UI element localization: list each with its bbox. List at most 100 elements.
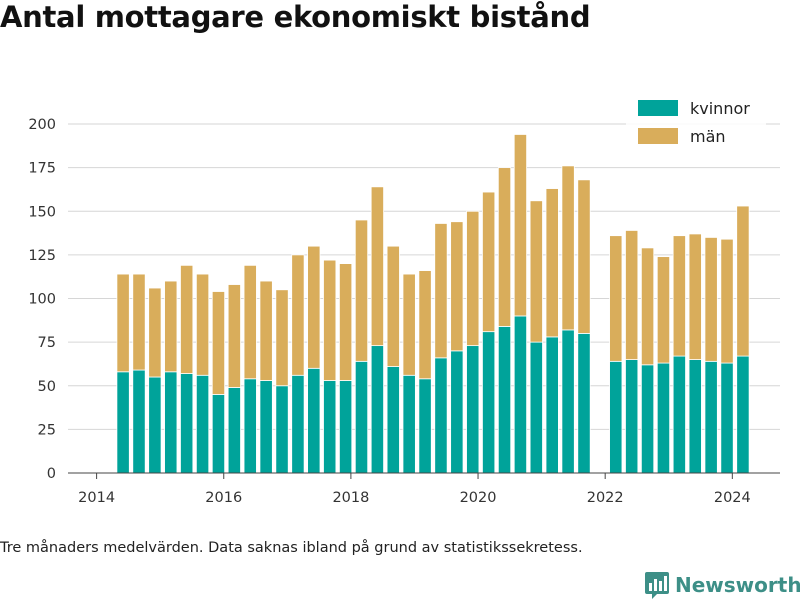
bar-män: [338, 263, 353, 381]
bar-kvinnor: [370, 345, 384, 474]
bar-män: [259, 280, 273, 381]
bar-män: [736, 205, 750, 357]
bar-kvinnor: [529, 341, 543, 474]
bar-män: [116, 273, 130, 373]
bar-män: [656, 256, 671, 364]
bar-män: [704, 237, 718, 362]
bar-män: [434, 223, 448, 359]
bar-kvinnor: [513, 315, 528, 474]
y-tick-label: 175: [28, 161, 56, 177]
bar-män: [672, 235, 686, 357]
footnote: Tre månaders medelvärden. Data saknas ib…: [0, 540, 583, 556]
y-tick-label: 50: [38, 379, 56, 395]
bar-män: [720, 238, 734, 364]
x-tick-label: 2014: [78, 490, 115, 506]
bar-kvinnor: [132, 369, 146, 474]
y-tick-label: 0: [47, 466, 56, 482]
bar-kvinnor: [545, 336, 559, 474]
bar-män: [291, 254, 305, 376]
bar-män: [513, 134, 528, 317]
bar-män: [370, 186, 384, 347]
bar-män: [466, 210, 480, 347]
bar-kvinnor: [688, 359, 702, 474]
y-axis: 0 25 50 75 100 125 150 175 200: [28, 117, 56, 482]
chart-title: Antal mottagare ekonomiskt bistånd: [0, 0, 591, 34]
legend-label-kvinnor: kvinnor: [690, 99, 750, 118]
bar-kvinnor: [291, 374, 305, 474]
bar-män: [561, 165, 575, 331]
bar-män: [640, 247, 655, 366]
y-tick-label: 100: [28, 292, 56, 308]
bar-kvinnor: [386, 366, 400, 474]
bar-män: [180, 264, 194, 374]
bar-män: [243, 264, 257, 380]
bar-kvinnor: [609, 360, 623, 474]
bar-kvinnor: [640, 364, 655, 474]
bar-kvinnor: [482, 331, 496, 474]
bar-män: [323, 259, 337, 381]
bar-män: [307, 245, 321, 369]
bar-män: [688, 233, 702, 360]
bar-män: [195, 273, 210, 376]
bar-kvinnor: [323, 380, 337, 474]
bar-kvinnor: [736, 355, 750, 474]
bar-män: [529, 200, 543, 343]
bar-män: [418, 270, 432, 380]
bar-kvinnor: [259, 380, 273, 474]
y-tick-label: 125: [28, 248, 56, 264]
bars: [116, 134, 750, 474]
bar-kvinnor: [275, 385, 289, 474]
x-tick-label: 2018: [332, 490, 369, 506]
brand-logo[interactable]: Newsworthy: [644, 570, 800, 600]
x-axis: 2014 2016 2018 2020 2022 2024: [68, 472, 780, 506]
bar-kvinnor: [195, 374, 210, 474]
bar-kvinnor: [625, 359, 639, 474]
y-tick-label: 200: [28, 117, 56, 133]
bar-kvinnor: [227, 387, 241, 474]
bar-kvinnor: [354, 360, 369, 474]
bar-män: [227, 284, 241, 388]
bar-kvinnor: [561, 329, 575, 474]
bar-män: [450, 221, 464, 352]
legend-label-män: män: [690, 127, 726, 146]
bar-kvinnor: [338, 380, 353, 474]
y-tick-label: 25: [38, 422, 56, 438]
bar-kvinnor: [704, 360, 718, 474]
newsworthy-logo-icon: [645, 572, 669, 599]
bar-kvinnor: [497, 326, 512, 474]
bar-kvinnor: [450, 350, 464, 474]
x-tick-label: 2024: [714, 490, 751, 506]
bar-kvinnor: [116, 371, 130, 474]
stacked-bar-chart: 2014 2016 2018 2020 2022 2024 0 25 50 75 100 125 15…: [28, 94, 780, 506]
bar-män: [545, 188, 559, 338]
bar-kvinnor: [672, 355, 686, 474]
bar-kvinnor: [577, 332, 591, 474]
y-tick-label: 75: [38, 335, 56, 351]
bar-kvinnor: [211, 394, 226, 474]
y-tick-label: 150: [28, 204, 56, 220]
bar-män: [577, 179, 591, 334]
x-tick-label: 2020: [460, 490, 497, 506]
bar-kvinnor: [466, 345, 480, 474]
bar-män: [497, 167, 512, 327]
bar-kvinnor: [243, 378, 257, 474]
bar-män: [211, 291, 226, 395]
bar-kvinnor: [307, 367, 321, 474]
bar-kvinnor: [402, 374, 416, 474]
brand-name: Newsworthy: [675, 573, 800, 597]
bar-män: [275, 289, 289, 387]
bar-män: [386, 245, 400, 367]
bar-kvinnor: [434, 357, 448, 474]
legend-swatch-män: [638, 128, 678, 144]
bar-män: [625, 230, 639, 360]
bar-kvinnor: [148, 376, 162, 474]
legend-swatch-kvinnor: [638, 100, 678, 116]
bar-män: [132, 273, 146, 371]
legend: kvinnor män: [626, 94, 766, 152]
bar-män: [148, 287, 162, 378]
bar-män: [482, 191, 496, 333]
bar-kvinnor: [180, 373, 194, 474]
bar-män: [354, 219, 369, 362]
bar-kvinnor: [720, 362, 734, 474]
bar-män: [402, 273, 416, 376]
